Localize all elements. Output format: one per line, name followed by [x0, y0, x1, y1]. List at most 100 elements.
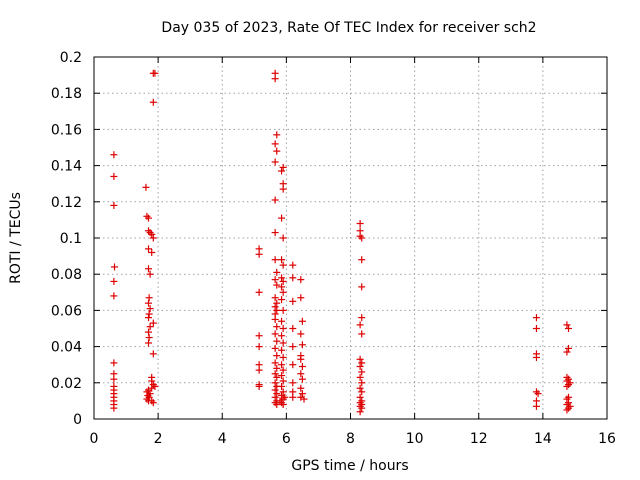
data-point	[151, 69, 159, 77]
data-point	[271, 140, 279, 148]
data-point	[271, 315, 279, 323]
data-point	[278, 296, 286, 304]
data-point	[279, 401, 287, 409]
data-point	[145, 386, 153, 394]
data-point	[255, 343, 263, 351]
y-tick-label: 0.04	[51, 340, 82, 356]
data-point	[273, 337, 281, 345]
data-point	[273, 281, 281, 289]
data-point	[356, 321, 364, 329]
data-point	[278, 332, 286, 340]
data-point	[148, 248, 156, 256]
data-point	[279, 353, 287, 361]
data-point	[278, 372, 286, 380]
data-point	[276, 397, 284, 405]
data-point	[297, 330, 305, 338]
data-points	[110, 69, 574, 416]
data-point	[278, 382, 286, 390]
data-point	[279, 261, 287, 269]
x-tick-label: 12	[470, 431, 488, 447]
data-point	[298, 341, 306, 349]
chart-title: Day 035 of 2023, Rate Of TEC Index for r…	[161, 20, 536, 36]
data-point	[110, 277, 118, 285]
data-point	[532, 402, 540, 410]
data-point	[532, 388, 540, 396]
y-tick-label: 0.1	[60, 231, 82, 247]
data-point	[142, 183, 150, 191]
data-point	[148, 377, 156, 385]
data-point	[151, 382, 159, 390]
data-point	[358, 388, 366, 396]
data-point	[297, 370, 305, 378]
data-point	[297, 276, 305, 284]
data-point	[271, 370, 279, 378]
data-point	[289, 261, 297, 269]
data-point	[145, 314, 153, 322]
data-point	[563, 321, 571, 329]
data-point	[255, 366, 263, 374]
data-point	[563, 382, 571, 390]
data-point	[271, 256, 279, 264]
data-point	[358, 256, 366, 264]
data-point	[110, 151, 118, 159]
data-point	[532, 353, 540, 361]
y-tick-label: 0.12	[51, 195, 82, 211]
data-point	[273, 390, 281, 398]
data-point	[146, 305, 154, 313]
data-point	[271, 386, 279, 394]
data-point	[356, 373, 364, 381]
data-point	[149, 98, 157, 106]
data-point	[279, 325, 287, 332]
data-point	[289, 274, 297, 282]
data-point	[146, 270, 154, 278]
data-point	[279, 306, 287, 314]
data-point	[146, 229, 154, 237]
data-point	[279, 377, 287, 385]
x-axis-title: GPS time / hours	[291, 458, 408, 474]
y-tick-label: 0.16	[51, 122, 82, 138]
data-point	[563, 406, 571, 414]
y-tick-label: 0.18	[51, 86, 82, 102]
data-point	[110, 201, 118, 209]
data-point	[289, 379, 297, 387]
data-point	[278, 361, 286, 369]
data-point	[145, 299, 153, 307]
data-point	[300, 395, 308, 403]
data-point	[145, 294, 153, 302]
data-point	[149, 399, 157, 407]
data-point	[358, 234, 366, 242]
data-point	[279, 388, 287, 396]
x-tick-label: 2	[154, 431, 163, 447]
x-tick-label: 10	[406, 431, 424, 447]
data-point	[110, 359, 118, 367]
data-point	[289, 325, 297, 332]
data-point	[534, 390, 542, 398]
data-point	[279, 277, 287, 285]
data-point	[563, 348, 571, 356]
data-point	[271, 359, 279, 367]
data-point	[149, 319, 157, 327]
data-point	[110, 292, 118, 300]
axis-ticks: 0 2 4 6 8 10 12 14 16 0 0.02 0.04 0.06 0.08 0.1 0.12 0.1…	[51, 50, 616, 447]
x-tick-label: 14	[534, 431, 552, 447]
data-point	[145, 245, 153, 253]
data-point	[289, 343, 297, 351]
data-point	[356, 220, 364, 228]
data-point	[565, 404, 573, 412]
data-point	[110, 172, 118, 180]
data-point	[271, 303, 279, 311]
data-point	[279, 163, 287, 171]
data-point	[297, 355, 305, 363]
data-point	[110, 375, 118, 383]
data-point	[273, 352, 281, 360]
data-point	[273, 306, 281, 314]
data-point	[145, 265, 153, 273]
data-point	[278, 317, 286, 325]
data-point	[289, 361, 297, 369]
data-point	[297, 384, 305, 392]
data-point	[298, 363, 306, 371]
data-point	[271, 229, 279, 237]
y-tick-label: 0	[73, 412, 82, 428]
x-tick-label: 4	[218, 431, 227, 447]
data-point	[278, 399, 286, 407]
